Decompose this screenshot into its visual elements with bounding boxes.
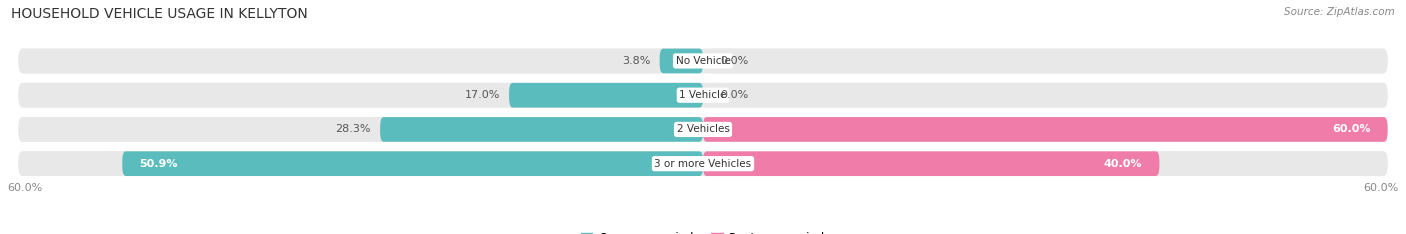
FancyBboxPatch shape <box>703 151 1388 176</box>
Legend: Owner-occupied, Renter-occupied: Owner-occupied, Renter-occupied <box>576 227 830 234</box>
Text: 0.0%: 0.0% <box>720 56 748 66</box>
FancyBboxPatch shape <box>18 83 703 108</box>
Text: 50.9%: 50.9% <box>139 159 179 169</box>
Text: 17.0%: 17.0% <box>464 90 501 100</box>
Text: 2 Vehicles: 2 Vehicles <box>676 124 730 135</box>
FancyBboxPatch shape <box>703 117 1388 142</box>
FancyBboxPatch shape <box>18 151 703 176</box>
Text: Source: ZipAtlas.com: Source: ZipAtlas.com <box>1284 7 1395 17</box>
Text: 60.0%: 60.0% <box>7 183 42 193</box>
Text: 40.0%: 40.0% <box>1104 159 1142 169</box>
Text: 1 Vehicle: 1 Vehicle <box>679 90 727 100</box>
Text: 60.0%: 60.0% <box>1364 183 1399 193</box>
FancyBboxPatch shape <box>18 151 1388 176</box>
Text: 0.0%: 0.0% <box>720 90 748 100</box>
FancyBboxPatch shape <box>18 49 703 73</box>
FancyBboxPatch shape <box>18 49 1388 73</box>
FancyBboxPatch shape <box>509 83 703 108</box>
FancyBboxPatch shape <box>380 117 703 142</box>
FancyBboxPatch shape <box>703 151 1160 176</box>
FancyBboxPatch shape <box>659 49 703 73</box>
FancyBboxPatch shape <box>122 151 703 176</box>
FancyBboxPatch shape <box>703 117 1388 142</box>
Text: No Vehicle: No Vehicle <box>675 56 731 66</box>
FancyBboxPatch shape <box>703 49 1388 73</box>
Text: HOUSEHOLD VEHICLE USAGE IN KELLYTON: HOUSEHOLD VEHICLE USAGE IN KELLYTON <box>11 7 308 21</box>
Text: 3 or more Vehicles: 3 or more Vehicles <box>654 159 752 169</box>
FancyBboxPatch shape <box>703 83 1388 108</box>
FancyBboxPatch shape <box>18 83 1388 108</box>
FancyBboxPatch shape <box>18 117 1388 142</box>
Text: 28.3%: 28.3% <box>336 124 371 135</box>
Text: 60.0%: 60.0% <box>1331 124 1371 135</box>
Text: 3.8%: 3.8% <box>621 56 651 66</box>
FancyBboxPatch shape <box>18 117 703 142</box>
